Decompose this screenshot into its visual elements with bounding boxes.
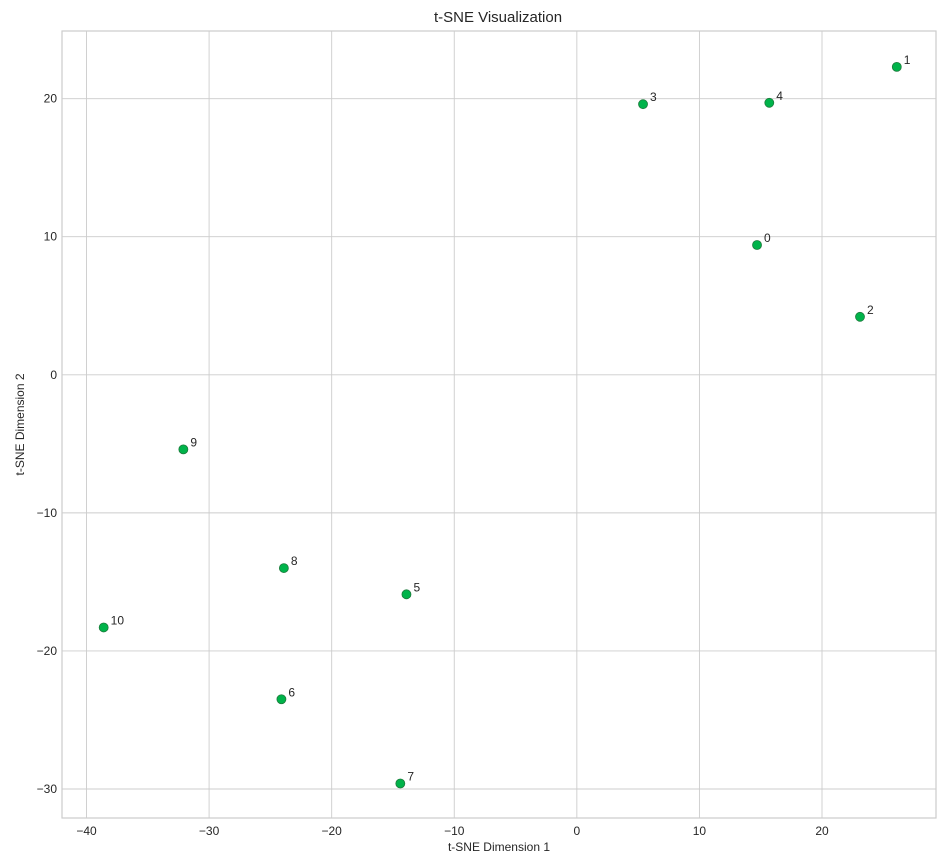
data-point-label: 10	[111, 613, 125, 627]
data-point	[752, 240, 762, 250]
x-tick-label: 0	[573, 824, 580, 838]
data-point	[764, 97, 775, 108]
data-point-label: 1	[904, 53, 911, 67]
data-point	[855, 311, 865, 322]
y-tick-label: 10	[44, 230, 58, 244]
plot-area	[61, 30, 937, 819]
data-points: 0 1 2 3 4 5 6 7 8 9 10	[98, 53, 911, 789]
chart-title: t-SNE Visualization	[434, 9, 562, 26]
x-tick-label: 20	[815, 824, 829, 838]
y-tick-label: −30	[37, 782, 58, 796]
data-point	[278, 563, 289, 573]
data-point	[395, 778, 406, 789]
x-tick-label: −10	[444, 824, 465, 838]
y-tick-label: 0	[50, 368, 57, 382]
data-point-label: 6	[288, 685, 295, 699]
y-tick-label: 20	[44, 92, 58, 106]
data-point	[276, 694, 287, 705]
data-point	[401, 589, 412, 600]
data-point	[638, 99, 648, 110]
data-point-label: 5	[413, 580, 420, 594]
x-tick-label: −40	[76, 824, 97, 838]
data-point	[178, 444, 189, 455]
x-tick-label: −30	[199, 824, 220, 838]
data-point-label: 4	[776, 89, 783, 103]
data-point-label: 9	[190, 435, 197, 449]
axis-ticks: −40 −30 −20 −10 0 10 20 −30 −20 −10 0 10 20	[37, 92, 829, 838]
x-tick-label: 10	[693, 824, 707, 838]
x-axis-label: t-SNE Dimension 1	[448, 840, 550, 854]
data-point-label: 0	[764, 231, 771, 245]
data-point-label: 2	[867, 303, 874, 317]
data-point-label: 8	[291, 554, 298, 568]
data-point	[98, 622, 109, 633]
data-point-label: 3	[650, 90, 657, 104]
y-tick-label: −10	[37, 506, 58, 520]
data-point	[891, 61, 902, 72]
grid	[62, 31, 936, 818]
data-point-label: 7	[407, 769, 414, 783]
x-tick-label: −20	[321, 824, 342, 838]
y-axis-label: t-SNE Dimension 2	[13, 373, 27, 475]
y-tick-label: −20	[37, 644, 58, 658]
